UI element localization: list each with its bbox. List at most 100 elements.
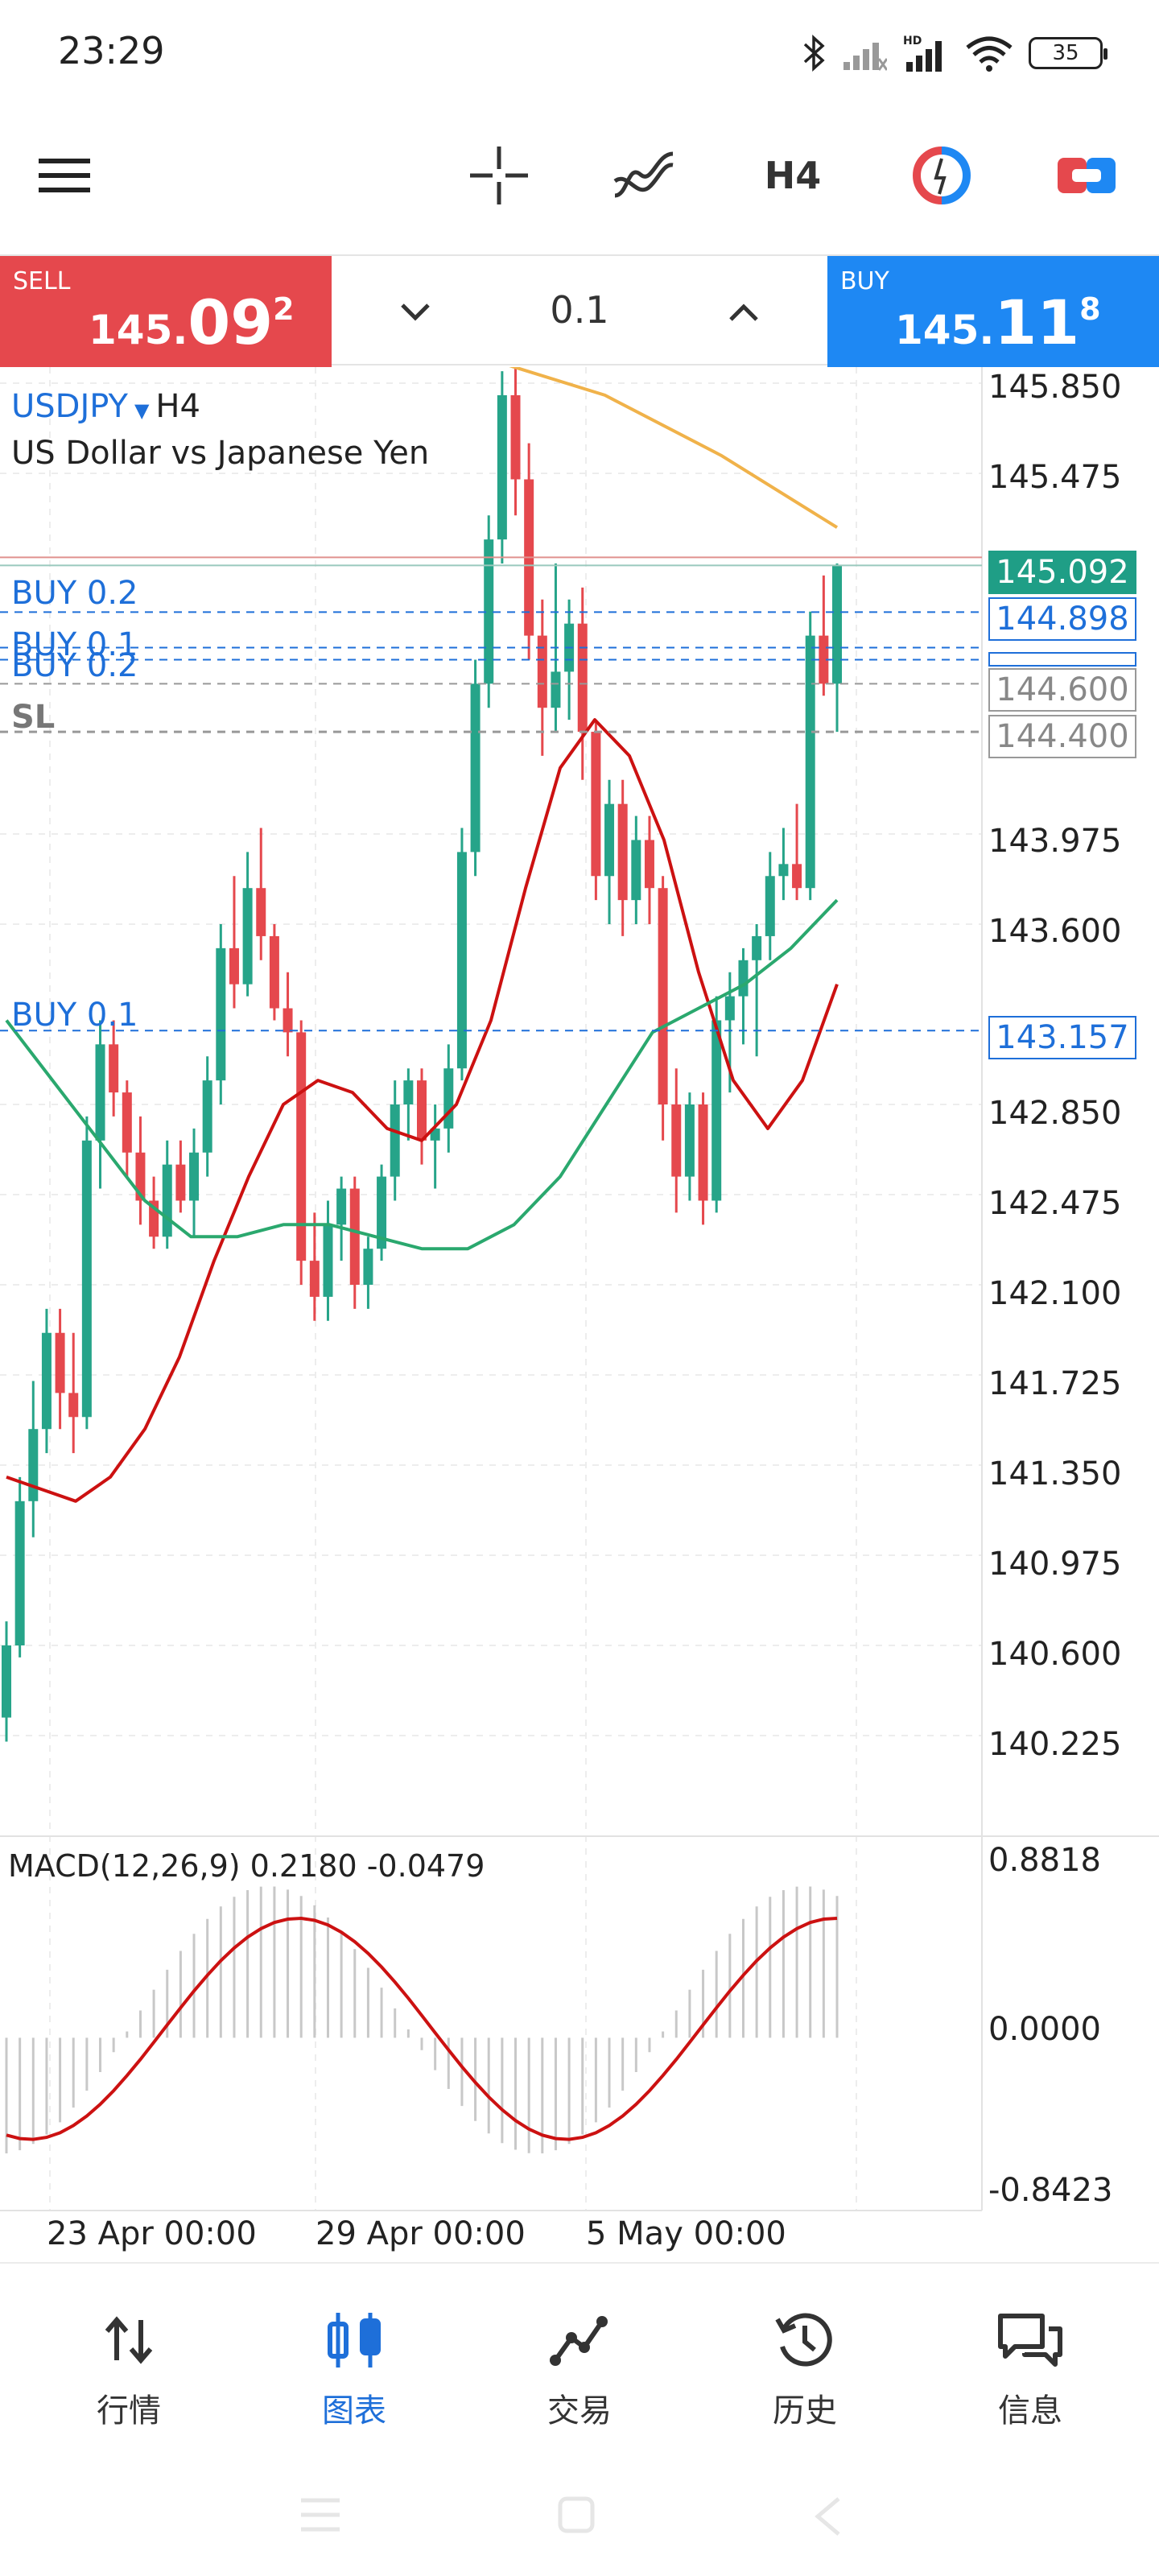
nav-quotes-label: 行情 (97, 2392, 161, 2429)
candle-body (363, 1249, 373, 1285)
price-axis-label: 142.475 (988, 1185, 1122, 1222)
chart-symbol[interactable]: USDJPY (11, 388, 128, 425)
trade-toggle-button[interactable] (1042, 121, 1131, 229)
status-icons: HD 35 (800, 29, 1107, 77)
symbol-dropdown-icon[interactable]: ▼ (134, 399, 150, 422)
chart-timeframe: H4 (155, 388, 200, 425)
lot-increase-button[interactable] (711, 280, 776, 345)
chart-toolbar: H4 (0, 121, 1159, 229)
candle-body (41, 1332, 52, 1430)
order-label-sl[interactable]: SL (11, 699, 56, 736)
candle-body (122, 1092, 132, 1153)
candle-body (2, 1645, 11, 1718)
candle-body (617, 803, 628, 901)
candle-body (832, 565, 842, 684)
trade-icon (539, 2304, 620, 2376)
order-price-tag: 143.157 (988, 1016, 1136, 1059)
buy-price-prefix: 145. (895, 307, 995, 353)
ma-long-line (509, 367, 839, 529)
order-label-buy-3[interactable]: BUY 0.2 (11, 647, 138, 684)
lot-size-control: 0.1 (332, 256, 827, 367)
crosshair-button[interactable] (459, 121, 539, 229)
candle-body (510, 394, 521, 480)
candle-body (14, 1501, 25, 1645)
candle-body (577, 623, 588, 733)
candle-body (175, 1164, 186, 1201)
signal-hd-icon: HD (903, 35, 942, 72)
candle-body (752, 935, 762, 960)
candle-body (591, 732, 601, 877)
nav-trade[interactable]: 交易 (499, 2304, 660, 2441)
candle-body (470, 683, 481, 852)
menu-button[interactable] (24, 121, 105, 229)
candle-body (684, 1104, 695, 1177)
ma-slow-line (5, 898, 839, 1251)
battery-indicator: 35 (1029, 37, 1107, 69)
price-axis-label: 141.350 (988, 1455, 1122, 1492)
svg-text:HD: HD (903, 35, 922, 47)
lot-size-value[interactable]: 0.1 (550, 288, 609, 332)
one-click-trading-button[interactable] (897, 121, 986, 229)
order-price-tag-partial (988, 652, 1136, 667)
time-axis-label: 5 May 00:00 (586, 2215, 786, 2252)
history-icon (765, 2304, 845, 2376)
price-axis-label: 145.475 (988, 459, 1122, 496)
nav-history[interactable]: 历史 (724, 2304, 885, 2441)
candle-body (430, 1128, 440, 1141)
status-time: 23:29 (58, 29, 165, 72)
price-axis-label: 140.225 (988, 1726, 1122, 1763)
candle-body (711, 1020, 722, 1201)
indicators-button[interactable] (604, 121, 684, 229)
candle-body (135, 1152, 146, 1201)
sl-price-tag: 144.400 (988, 715, 1136, 758)
order-label-buy-2[interactable]: BUY 0.1 (11, 626, 138, 663)
candle-body (202, 1080, 212, 1153)
chart-canvas[interactable] (0, 367, 1159, 2259)
buy-label: BUY (840, 267, 889, 295)
candle-body (403, 1080, 414, 1104)
chart-description: US Dollar vs Japanese Yen (11, 435, 430, 472)
candle-body (456, 852, 467, 1069)
order-label-buy-4[interactable]: BUY 0.1 (11, 997, 138, 1034)
macd-axis-label: -0.8423 (988, 2172, 1113, 2209)
nav-messages[interactable]: 信息 (950, 2304, 1111, 2441)
nav-messages-label: 信息 (998, 2392, 1062, 2429)
candle-body (484, 539, 494, 684)
lot-decrease-button[interactable] (383, 280, 448, 345)
system-home-icon[interactable] (557, 2496, 596, 2534)
sell-button[interactable]: SELL 145.092 (0, 256, 332, 367)
system-back-icon[interactable] (813, 2496, 842, 2537)
chevron-up-icon (729, 303, 758, 321)
candle-body (443, 1068, 454, 1129)
sell-label: SELL (13, 267, 71, 295)
nav-chart[interactable]: 图表 (274, 2304, 435, 2441)
candle-body (390, 1104, 400, 1177)
sell-price-prefix: 145. (89, 307, 188, 353)
timeframe-button[interactable]: H4 (749, 121, 837, 229)
candle-body (377, 1176, 387, 1249)
hamburger-icon (39, 158, 90, 192)
candle-body (269, 935, 279, 1009)
price-axis-label: 142.850 (988, 1095, 1122, 1132)
order-price-tag: 144.898 (988, 597, 1136, 641)
candle-body (28, 1429, 39, 1501)
current-price-tag: 145.092 (988, 551, 1136, 594)
indicators-icon (613, 151, 674, 197)
order-label-buy-1[interactable]: BUY 0.2 (11, 575, 138, 612)
candle-body (644, 840, 654, 889)
buy-button[interactable]: BUY 145.118 (827, 256, 1159, 367)
sell-price-sup: 2 (273, 291, 295, 327)
macd-label: MACD(12,26,9) 0.2180 -0.0479 (8, 1848, 485, 1884)
buy-price-sup: 8 (1079, 291, 1101, 327)
candle-body (551, 671, 561, 708)
nav-quotes[interactable]: 行情 (48, 2304, 209, 2441)
buy-price: 145.118 (895, 287, 1101, 358)
chart-area[interactable]: USDJPY ▼ H4 US Dollar vs Japanese Yen BUY … (0, 367, 1159, 2259)
candle-body (229, 947, 239, 985)
candle-body (349, 1188, 360, 1285)
quotes-icon (89, 2304, 169, 2376)
price-axis-label: 141.725 (988, 1365, 1122, 1402)
system-menu-icon[interactable] (299, 2497, 341, 2533)
chevron-down-icon (401, 303, 430, 321)
system-navigation-bar (0, 2455, 1159, 2576)
